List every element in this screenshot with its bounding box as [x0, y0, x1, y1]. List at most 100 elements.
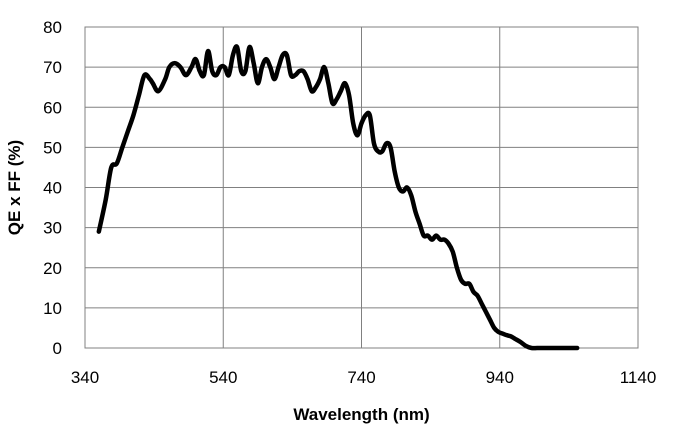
- data-point: [211, 70, 213, 72]
- data-point: [236, 46, 238, 48]
- data-point: [164, 78, 166, 80]
- data-point: [302, 70, 305, 72]
- data-point: [240, 70, 243, 72]
- data-point: [194, 58, 197, 60]
- x-tick-label: 940: [486, 368, 514, 387]
- data-point: [298, 70, 301, 72]
- data-point: [127, 130, 129, 133]
- data-point: [369, 114, 371, 117]
- x-tick-label: 1140: [620, 368, 657, 387]
- data-point: [319, 78, 321, 80]
- data-point: [525, 345, 527, 347]
- data-point: [310, 90, 313, 92]
- data-point: [510, 335, 512, 338]
- data-point: [323, 66, 325, 68]
- data-point: [110, 166, 113, 169]
- data-point: [219, 66, 222, 68]
- data-point: [348, 94, 350, 97]
- data-point: [460, 278, 462, 281]
- y-tick-labels: 0 10 20 30 40 50 60 70 80: [43, 18, 62, 358]
- data-point: [572, 347, 574, 349]
- data-point: [414, 210, 417, 213]
- data-point: [435, 234, 437, 237]
- data-point: [277, 66, 280, 68]
- data-point: [207, 50, 209, 52]
- data-point: [331, 102, 334, 105]
- y-tick-label: 20: [43, 259, 62, 278]
- data-point: [493, 327, 496, 329]
- data-point: [377, 150, 379, 153]
- data-point: [530, 347, 533, 349]
- data-point: [190, 66, 193, 68]
- data-point: [257, 82, 259, 84]
- data-point: [281, 54, 284, 56]
- data-point: [248, 46, 251, 48]
- data-point: [273, 78, 276, 80]
- data-point: [489, 319, 491, 321]
- data-point: [381, 150, 384, 153]
- data-point: [121, 146, 124, 149]
- data-point: [306, 78, 309, 80]
- data-point: [472, 291, 475, 293]
- data-point: [456, 266, 458, 269]
- data-point: [227, 74, 230, 76]
- data-point: [389, 146, 392, 149]
- y-tick-label: 0: [53, 339, 62, 358]
- data-point: [215, 74, 218, 76]
- data-point: [352, 122, 355, 125]
- y-tick-label: 50: [43, 138, 62, 157]
- data-point: [568, 347, 570, 349]
- y-tick-label: 60: [43, 98, 62, 117]
- data-point: [519, 341, 522, 343]
- data-point: [427, 234, 429, 237]
- x-tick-label: 540: [209, 368, 237, 387]
- qe-series-line: [96, 44, 580, 351]
- y-tick-label: 40: [43, 179, 62, 198]
- data-point: [179, 66, 182, 68]
- data-point: [398, 186, 400, 189]
- data-point: [203, 74, 205, 76]
- x-tick-label: 740: [347, 368, 375, 387]
- data-point: [98, 230, 100, 233]
- data-point: [157, 90, 160, 92]
- data-point: [497, 331, 500, 333]
- data-point: [410, 194, 413, 197]
- data-point: [576, 347, 578, 349]
- data-point: [356, 134, 359, 137]
- data-point: [447, 242, 450, 245]
- x-axis-title: Wavelength (nm): [293, 405, 429, 424]
- data-point: [480, 303, 483, 305]
- data-point: [185, 74, 187, 76]
- data-point: [168, 66, 171, 68]
- data-point: [286, 54, 288, 56]
- data-point: [244, 70, 247, 72]
- data-point: [294, 74, 296, 76]
- data-point: [104, 198, 107, 201]
- data-point: [476, 295, 479, 297]
- data-point: [364, 114, 367, 117]
- data-point: [265, 58, 267, 60]
- data-point: [541, 347, 544, 349]
- y-tick-label: 80: [43, 18, 62, 37]
- data-point: [327, 82, 330, 84]
- data-point: [149, 78, 151, 80]
- data-point: [261, 66, 263, 68]
- data-point: [464, 283, 466, 285]
- data-point: [418, 222, 421, 225]
- y-tick-label: 70: [43, 58, 62, 77]
- data-point: [422, 234, 425, 237]
- data-point: [339, 90, 342, 92]
- data-point: [269, 66, 272, 68]
- data-point: [360, 122, 363, 125]
- data-point: [485, 311, 487, 313]
- series-layer: [96, 44, 580, 351]
- data-point: [252, 62, 255, 64]
- y-tick-label: 10: [43, 299, 62, 318]
- plot-frame: [84, 26, 639, 349]
- data-point: [335, 98, 338, 101]
- data-point: [223, 66, 226, 68]
- data-point: [514, 337, 516, 340]
- data-point: [563, 347, 566, 349]
- data-point: [547, 347, 549, 349]
